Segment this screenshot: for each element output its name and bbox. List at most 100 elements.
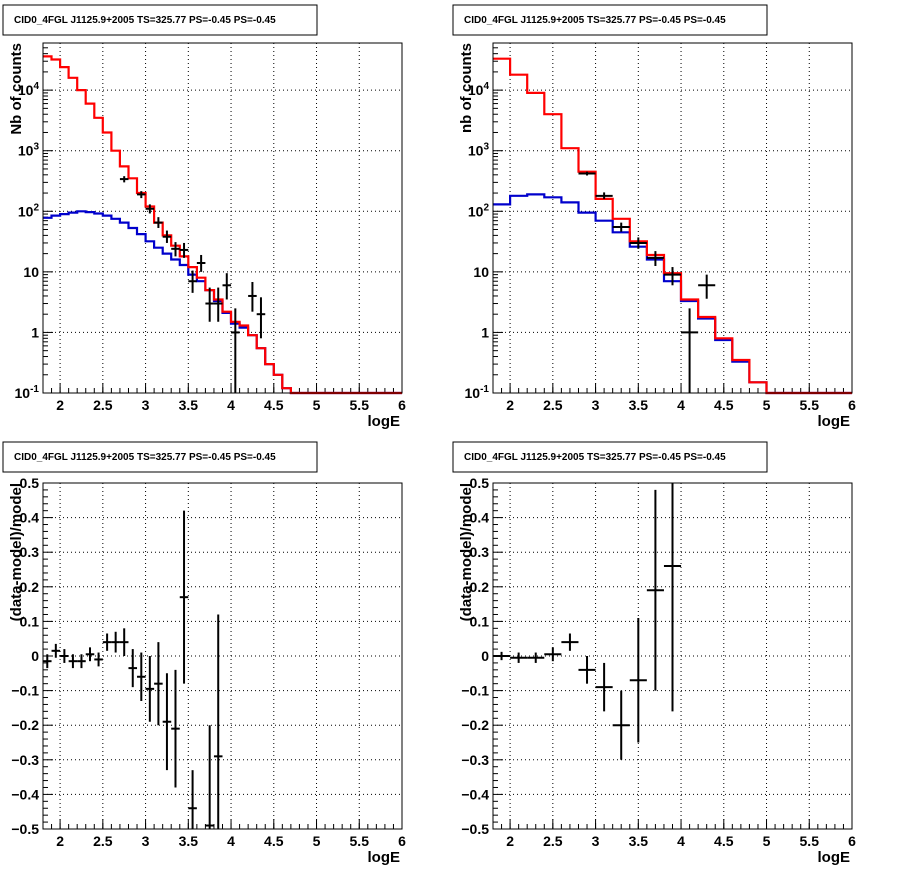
y-tick-label: 103 (468, 142, 490, 159)
data-point (681, 308, 699, 393)
data-point (171, 242, 180, 257)
data-point (188, 770, 197, 829)
data-point (510, 652, 528, 663)
x-tick-label: 3.5 (179, 397, 199, 413)
x-tick-label: 3 (142, 833, 150, 849)
data-point (493, 651, 511, 661)
y-tick-label: 0 (31, 648, 39, 664)
data-point (248, 281, 257, 312)
y-tick-label: 0.2 (20, 579, 40, 595)
data-point (68, 654, 78, 669)
x-tick-label: 4.5 (714, 833, 734, 849)
data-point (119, 176, 129, 183)
data-point (137, 191, 146, 199)
panel-1: CID0_4FGL J1125.9+2005 TS=325.77 PS=-0.4… (2, 4, 406, 430)
data-point (629, 237, 647, 249)
data-point (663, 483, 682, 712)
data-point (205, 287, 214, 322)
y-axis-label: Nb of counts (8, 43, 25, 135)
x-tick-label: 6 (848, 397, 856, 413)
x-tick-label: 2.5 (543, 833, 563, 849)
data-point (612, 690, 630, 760)
data-point (145, 656, 155, 722)
data-point (663, 267, 682, 286)
data-point (612, 222, 630, 232)
x-tick-label: 4.5 (714, 397, 734, 413)
y-tick-label: −0.1 (461, 683, 489, 699)
panel-title: CID0_4FGL J1125.9+2005 TS=325.77 PS=-0.4… (464, 452, 726, 463)
y-tick-label: 10-1 (465, 384, 490, 401)
y-tick-label: −0.2 (11, 717, 39, 733)
y-tick-label: 0.3 (20, 544, 40, 560)
x-tick-label: 2 (506, 397, 514, 413)
plot-frame (42, 42, 403, 394)
title-box (452, 4, 768, 36)
y-tick-label: −0.3 (461, 752, 489, 768)
x-tick-label: 5 (763, 833, 771, 849)
data-point (527, 652, 545, 663)
tick-label-base: 10 (15, 385, 31, 401)
tick-label-base: 10 (468, 143, 484, 159)
y-tick-label: 102 (18, 202, 40, 219)
y-tick-label: 0.4 (20, 510, 40, 526)
y-tick-label: 10-1 (15, 384, 40, 401)
y-tick-label: 0.2 (470, 579, 490, 595)
tick-label-exponent: 4 (33, 81, 39, 92)
data-point (171, 669, 180, 788)
x-tick-label: 5.5 (800, 397, 820, 413)
data-point (544, 647, 562, 662)
x-tick-label: 4 (677, 833, 685, 849)
x-tick-label: 5 (313, 833, 321, 849)
tick-label-base: 10 (468, 82, 484, 98)
panel-title: CID0_4FGL J1125.9+2005 TS=325.77 PS=-0.4… (14, 15, 276, 26)
data-point (222, 273, 232, 300)
tick-label-base: 10 (468, 203, 484, 219)
plot-frame (492, 42, 853, 394)
x-tick-label: 2 (56, 833, 64, 849)
y-tick-label: −0.3 (11, 752, 39, 768)
data-point (595, 192, 613, 199)
data-point (646, 251, 664, 266)
tick-label-base: 10 (18, 143, 34, 159)
plot-frame (42, 482, 403, 830)
y-tick-label: −0.5 (11, 821, 39, 837)
y-tick-label: −0.2 (461, 717, 489, 733)
x-tick-label: 4.5 (264, 833, 284, 849)
data-point (154, 642, 163, 726)
x-tick-label: 5.5 (350, 397, 370, 413)
data-point (162, 230, 172, 243)
data-point (154, 217, 163, 228)
data-point (179, 510, 189, 684)
tick-label-exponent: 3 (33, 142, 39, 153)
data-point (196, 254, 206, 272)
data-point (205, 725, 214, 829)
tick-label-base: 10 (18, 82, 34, 98)
x-tick-label: 2 (506, 833, 514, 849)
panel-4: CID0_4FGL J1125.9+2005 TS=325.77 PS=-0.4… (452, 441, 856, 866)
y-axis-label: (data-model)/model (458, 483, 475, 621)
x-tick-label: 6 (848, 833, 856, 849)
panel-2: CID0_4FGL J1125.9+2005 TS=325.77 PS=-0.4… (452, 4, 856, 430)
data-point (43, 654, 52, 669)
y-tick-label: 102 (468, 202, 490, 219)
x-tick-label: 4.5 (264, 397, 284, 413)
y-tick-label: −0.4 (461, 786, 489, 802)
x-tick-label: 5 (763, 397, 771, 413)
data-point (179, 242, 189, 258)
tick-label-exponent: 2 (33, 202, 39, 213)
data-point (102, 633, 112, 651)
x-axis-label: logE (368, 849, 401, 866)
x-tick-label: 5.5 (800, 833, 820, 849)
y-tick-label: 1 (31, 324, 39, 340)
x-tick-label: 2.5 (93, 833, 113, 849)
panel-3: CID0_4FGL J1125.9+2005 TS=325.77 PS=-0.4… (2, 441, 406, 866)
data-point (629, 617, 647, 743)
y-tick-label: 10 (473, 264, 489, 280)
y-tick-label: 104 (468, 81, 490, 98)
data-point (162, 673, 172, 771)
y-tick-label: 0.5 (20, 475, 40, 491)
x-axis-label: logE (818, 413, 851, 430)
data-point (698, 274, 716, 299)
y-axis-label: nb of counts (458, 43, 475, 133)
y-tick-label: −0.4 (11, 786, 39, 802)
